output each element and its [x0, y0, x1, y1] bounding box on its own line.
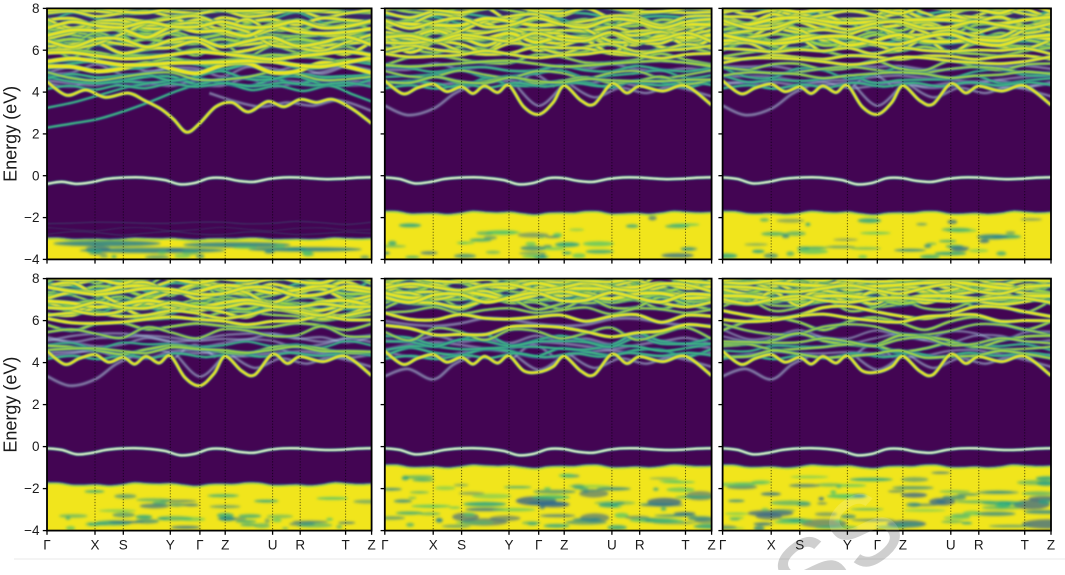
svg-text:6: 6 [32, 313, 40, 328]
svg-text:8: 8 [32, 271, 40, 286]
svg-text:2: 2 [32, 397, 40, 412]
svg-text:Γ: Γ [535, 538, 543, 553]
svg-text:Z: Z [221, 538, 229, 553]
svg-text:X: X [767, 538, 776, 553]
svg-text:T: T [341, 538, 349, 553]
svg-text:−4: −4 [24, 523, 40, 538]
svg-text:0: 0 [32, 439, 40, 454]
svg-text:Y: Y [166, 538, 175, 553]
svg-text:Γ: Γ [381, 538, 389, 553]
svg-text:Γ: Γ [874, 538, 882, 553]
svg-text:U: U [268, 538, 278, 553]
svg-text:R: R [974, 538, 984, 553]
svg-text:T: T [1021, 538, 1029, 553]
svg-text:X: X [90, 538, 99, 553]
svg-text:Energy (eV): Energy (eV) [1, 357, 21, 453]
svg-text:4: 4 [32, 355, 40, 370]
svg-text:2: 2 [32, 127, 40, 142]
svg-text:Z: Z [707, 538, 715, 553]
svg-text:Energy (eV): Energy (eV) [1, 86, 21, 182]
svg-text:8: 8 [32, 1, 40, 16]
svg-text:Γ: Γ [719, 538, 727, 553]
svg-text:Γ: Γ [43, 538, 51, 553]
svg-text:−2: −2 [24, 210, 39, 225]
svg-text:S: S [795, 538, 804, 553]
svg-text:Z: Z [1047, 538, 1055, 553]
svg-text:6: 6 [32, 43, 40, 58]
svg-text:U: U [946, 538, 956, 553]
svg-text:Z: Z [367, 538, 375, 553]
svg-text:S: S [119, 538, 128, 553]
svg-text:R: R [295, 538, 305, 553]
svg-text:S: S [457, 538, 466, 553]
svg-text:Z: Z [899, 538, 907, 553]
svg-text:Z: Z [560, 538, 568, 553]
svg-text:Γ: Γ [196, 538, 204, 553]
svg-text:4: 4 [32, 85, 40, 100]
svg-text:T: T [681, 538, 689, 553]
svg-text:0: 0 [32, 168, 40, 183]
svg-text:Y: Y [843, 538, 852, 553]
svg-text:Y: Y [504, 538, 513, 553]
svg-text:X: X [429, 538, 438, 553]
svg-text:R: R [635, 538, 645, 553]
svg-text:U: U [607, 538, 617, 553]
svg-text:−4: −4 [24, 252, 40, 267]
svg-text:−2: −2 [24, 481, 39, 496]
